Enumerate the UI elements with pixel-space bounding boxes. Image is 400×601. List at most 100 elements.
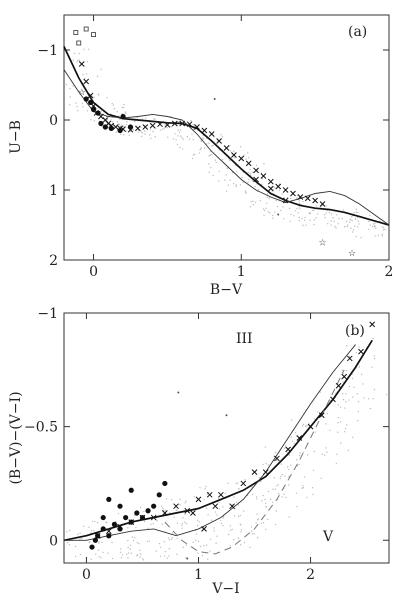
cloud-point — [197, 552, 199, 554]
small-point — [177, 391, 180, 394]
cloud-point — [262, 463, 264, 466]
cloud-point — [218, 497, 220, 500]
cloud-point — [68, 544, 71, 546]
cloud-point — [167, 136, 169, 138]
cloud-point — [149, 134, 151, 136]
cloud-point — [208, 142, 210, 144]
cloud-point — [346, 424, 348, 426]
cloud-point — [129, 131, 131, 133]
x-marker — [179, 120, 186, 127]
cloud-point — [93, 120, 96, 122]
cloud-point — [192, 154, 195, 156]
cloud-point — [139, 553, 142, 555]
cloud-point — [319, 391, 322, 393]
x-marker — [186, 121, 193, 128]
cloud-point — [190, 119, 192, 122]
open-square — [91, 32, 96, 37]
cloud-point — [137, 131, 140, 133]
cloud-point — [128, 134, 131, 136]
panel-a-ylabel: U−B — [8, 120, 24, 154]
cloud-point — [280, 475, 282, 478]
cloud-point — [294, 210, 297, 212]
cloud-point — [325, 423, 327, 425]
x-marker — [274, 455, 280, 462]
cloud-point — [84, 77, 86, 80]
cloud-point — [348, 399, 350, 401]
x-marker — [171, 120, 178, 127]
cloud-point — [171, 499, 173, 501]
cloud-point — [139, 549, 141, 552]
cloud-point — [360, 237, 362, 239]
cloud-point — [368, 220, 370, 223]
cloud-point — [315, 217, 317, 219]
cloud-point — [289, 197, 292, 200]
cloud-point — [74, 545, 77, 548]
cloud-point — [371, 225, 374, 228]
cloud-point — [160, 546, 162, 549]
cloud-point — [130, 552, 133, 555]
cloud-point — [257, 188, 260, 191]
cloud-point — [182, 516, 184, 519]
cloud-point — [286, 466, 289, 468]
cloud-point — [171, 536, 173, 539]
cloud-point — [179, 503, 181, 506]
cloud-point — [363, 397, 365, 399]
cloud-point — [369, 407, 372, 410]
cloud-point — [112, 104, 115, 106]
x-marker — [318, 412, 325, 419]
x-marker — [78, 61, 85, 67]
cloud-point — [232, 538, 235, 541]
cloud-point — [294, 432, 297, 434]
cloud-point — [306, 496, 308, 499]
cloud-point — [297, 212, 299, 214]
cloud-point — [229, 144, 231, 147]
x-marker — [330, 396, 336, 403]
cloud-point — [354, 225, 356, 227]
cloud-point — [140, 131, 143, 133]
cloud-point — [123, 126, 125, 128]
cloud-point — [116, 121, 119, 123]
cloud-point — [272, 217, 274, 219]
cloud-point — [295, 459, 298, 461]
x-marker — [282, 187, 289, 193]
cloud-point — [237, 504, 239, 506]
cloud-point — [236, 482, 239, 484]
cloud-point — [127, 539, 129, 542]
cloud-point — [340, 421, 342, 423]
curve-label-giants: III — [236, 331, 253, 347]
cloud-point — [255, 164, 258, 167]
cloud-point — [87, 48, 90, 51]
cloud-point — [205, 544, 208, 546]
cloud-point — [256, 536, 259, 539]
cloud-point — [162, 507, 164, 509]
cloud-point — [148, 540, 151, 542]
panel-a-label: (a) — [348, 24, 367, 40]
cloud-point — [384, 228, 386, 231]
cloud-point — [341, 369, 344, 371]
small-point — [277, 213, 280, 216]
cloud-point — [264, 502, 267, 505]
cloud-point — [194, 539, 197, 542]
cloud-point — [333, 220, 335, 223]
cloud-point — [334, 225, 336, 228]
cloud-point — [262, 494, 264, 497]
cloud-point — [222, 517, 225, 519]
cloud-point — [156, 520, 158, 522]
cloud-point — [119, 118, 121, 120]
cloud-point — [314, 431, 316, 433]
cloud-point — [323, 213, 326, 216]
cloud-point — [357, 410, 360, 413]
cloud-point — [201, 528, 204, 530]
cloud-point — [213, 527, 215, 529]
cloud-point — [254, 185, 256, 188]
x-tick-label: 0 — [89, 264, 98, 280]
cloud-point — [167, 537, 170, 539]
cloud-point — [194, 153, 196, 156]
cloud-point — [263, 214, 265, 216]
x-marker — [304, 195, 311, 202]
cloud-point — [179, 129, 182, 131]
cloud-point — [229, 179, 231, 181]
cloud-point — [374, 226, 376, 228]
cloud-point — [350, 227, 352, 229]
cloud-point — [178, 131, 181, 133]
